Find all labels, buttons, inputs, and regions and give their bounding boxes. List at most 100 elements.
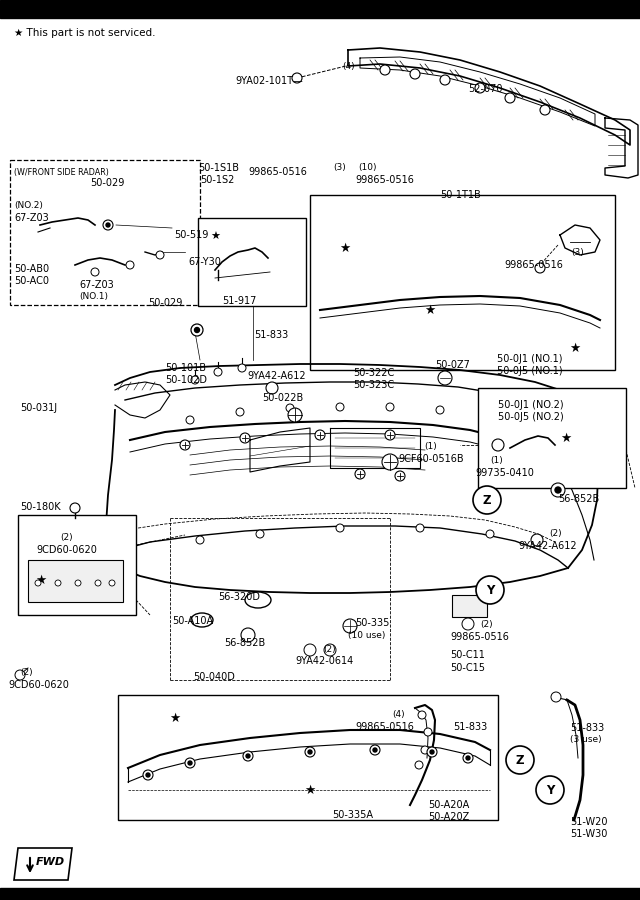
Circle shape — [551, 483, 565, 497]
Ellipse shape — [191, 613, 213, 627]
Circle shape — [373, 748, 377, 752]
Text: (3): (3) — [333, 163, 346, 172]
Text: 56-320D: 56-320D — [218, 592, 260, 602]
Text: 99865-0516: 99865-0516 — [248, 167, 307, 177]
Text: 50-C15: 50-C15 — [450, 663, 485, 673]
Text: 50-031J: 50-031J — [20, 403, 57, 413]
Text: ★: ★ — [305, 784, 316, 796]
Text: 9CD60-0620: 9CD60-0620 — [8, 680, 69, 690]
Circle shape — [243, 751, 253, 761]
Text: ★: ★ — [560, 432, 572, 445]
Bar — [0, 888, 640, 900]
Bar — [18, 515, 136, 615]
Text: 52-070: 52-070 — [468, 84, 502, 94]
Circle shape — [385, 430, 395, 440]
Circle shape — [370, 745, 380, 755]
Text: 50-022B: 50-022B — [262, 393, 303, 403]
Text: 51-833: 51-833 — [254, 330, 288, 340]
Circle shape — [336, 524, 344, 532]
Circle shape — [308, 750, 312, 754]
Text: 67-Y30: 67-Y30 — [188, 257, 221, 267]
Circle shape — [315, 430, 325, 440]
Text: 50-322C: 50-322C — [353, 368, 394, 378]
Text: 51-833: 51-833 — [570, 723, 604, 733]
Circle shape — [424, 728, 432, 736]
Text: (3): (3) — [571, 248, 584, 257]
Circle shape — [531, 534, 543, 546]
Circle shape — [475, 83, 485, 93]
Bar — [310, 195, 615, 370]
Circle shape — [440, 75, 450, 85]
Circle shape — [195, 328, 200, 332]
Circle shape — [286, 404, 294, 412]
Circle shape — [355, 469, 365, 479]
Text: 9YA42-0614: 9YA42-0614 — [295, 656, 353, 666]
Circle shape — [256, 530, 264, 538]
Circle shape — [103, 220, 113, 230]
Circle shape — [395, 471, 405, 481]
Circle shape — [421, 746, 429, 754]
Circle shape — [536, 776, 564, 804]
Circle shape — [95, 580, 101, 586]
Text: 99865-0516: 99865-0516 — [355, 175, 414, 185]
Circle shape — [540, 105, 550, 115]
Text: 50-323C: 50-323C — [353, 380, 394, 390]
Circle shape — [551, 692, 561, 702]
Circle shape — [430, 750, 434, 754]
Circle shape — [143, 770, 153, 780]
Text: 67-Z03: 67-Z03 — [14, 213, 49, 223]
Text: 50-1S2: 50-1S2 — [200, 175, 234, 185]
Text: ★: ★ — [210, 232, 220, 242]
Text: (2): (2) — [323, 645, 335, 654]
Circle shape — [535, 263, 545, 273]
Circle shape — [191, 324, 203, 336]
Bar — [118, 695, 498, 820]
Text: (2): (2) — [480, 620, 493, 629]
Text: 50-029: 50-029 — [148, 298, 182, 308]
Circle shape — [476, 576, 504, 604]
Text: ★ This part is not serviced.: ★ This part is not serviced. — [14, 28, 156, 38]
Circle shape — [506, 746, 534, 774]
Text: 99865-0516: 99865-0516 — [450, 632, 509, 642]
Bar — [478, 388, 626, 488]
Text: FWD: FWD — [36, 857, 65, 867]
Text: (W/FRONT SIDE RADAR): (W/FRONT SIDE RADAR) — [14, 168, 109, 177]
Circle shape — [288, 408, 302, 422]
Text: 9YA02-101T—: 9YA02-101T— — [235, 76, 303, 86]
Text: 67-Z03: 67-Z03 — [79, 280, 114, 290]
Bar — [28, 560, 123, 602]
Text: (NO.2): (NO.2) — [14, 201, 43, 210]
Text: (1): (1) — [490, 456, 503, 465]
Bar — [0, 0, 640, 18]
Circle shape — [238, 364, 246, 372]
Text: (1): (1) — [424, 442, 436, 451]
Text: 50-0J1 (NO.2): 50-0J1 (NO.2) — [498, 400, 564, 410]
Text: (NO.1): (NO.1) — [79, 292, 108, 301]
Circle shape — [427, 747, 437, 757]
Text: 9CD60-0620: 9CD60-0620 — [36, 545, 97, 555]
Circle shape — [109, 580, 115, 586]
Circle shape — [246, 754, 250, 758]
Text: (2): (2) — [549, 529, 562, 538]
Text: (4): (4) — [392, 710, 404, 719]
Text: 50-A10A: 50-A10A — [172, 616, 213, 626]
Circle shape — [466, 756, 470, 760]
Circle shape — [415, 761, 423, 769]
Text: 50-1S1B: 50-1S1B — [198, 163, 239, 173]
Text: 50-AB0: 50-AB0 — [14, 264, 49, 274]
Text: 50-0J5 (NO.1): 50-0J5 (NO.1) — [497, 366, 563, 376]
Text: 99735-0410: 99735-0410 — [475, 468, 534, 478]
Circle shape — [410, 69, 420, 79]
Text: ★: ★ — [424, 303, 436, 317]
Circle shape — [463, 753, 473, 763]
Circle shape — [386, 403, 394, 411]
Text: ★: ★ — [339, 241, 351, 255]
Text: 50-040D: 50-040D — [193, 672, 235, 682]
Text: (10 use): (10 use) — [348, 631, 385, 640]
Text: (3 use): (3 use) — [570, 735, 602, 744]
Text: 50-029: 50-029 — [90, 178, 124, 188]
Text: Z: Z — [516, 753, 524, 767]
Circle shape — [91, 268, 99, 276]
Text: 51-W20: 51-W20 — [570, 817, 607, 827]
Circle shape — [185, 758, 195, 768]
